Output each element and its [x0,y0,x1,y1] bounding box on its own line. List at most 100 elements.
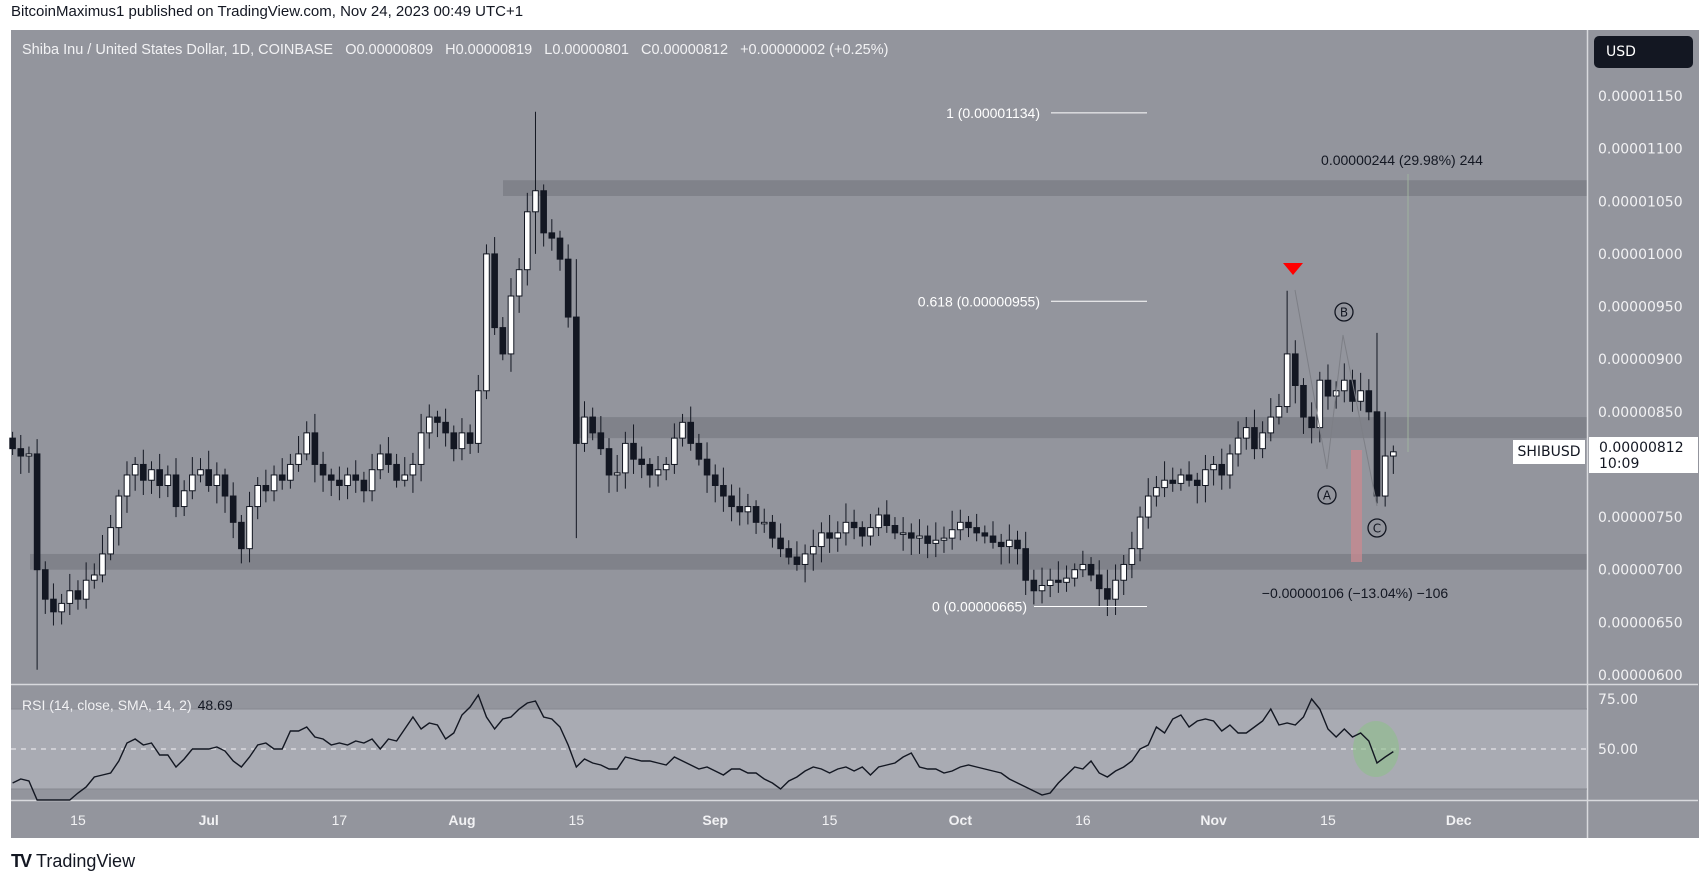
time-tick: 15 [822,812,838,828]
bull-candle [834,532,842,539]
bear-candle [1030,579,1038,592]
bull-candle [344,474,351,486]
bear-candle [997,541,1005,548]
high-key: H [445,42,456,58]
bear-candle [556,237,564,260]
bull-candle [401,474,409,481]
bear-candle [1095,574,1103,590]
bear-candle [33,453,41,571]
bull-candle [1046,579,1054,587]
bull-candle [197,469,204,476]
bear-candle [385,453,392,465]
bear-candle [777,537,784,550]
bear-candle [793,556,801,565]
bull-candle [818,532,825,548]
bull-candle [1144,495,1152,518]
bull-candle [662,463,670,471]
change-value: +0.00000002 (+0.25%) [740,42,889,58]
bear-candle [491,253,498,329]
bear-candle [573,316,580,444]
time-tick: Dec [1446,812,1472,828]
bull-candle [1234,437,1242,455]
price-tick: 0.00000850 [1598,405,1683,421]
bull-candle [425,416,433,434]
bull-candle [1275,406,1283,418]
bull-candle [1071,569,1079,579]
close-key: C [640,42,652,58]
price-tick: 0.00001100 [1598,142,1683,158]
bear-candle [989,535,997,543]
bull-candle [270,474,278,492]
measure-up-label: 0.00000244 (29.98%) 244 [1321,152,1483,168]
bear-candle [156,469,163,486]
bull-candle [1267,416,1275,434]
bull-candle [1390,451,1397,457]
currency-button[interactable]: USD [1594,36,1693,68]
fib-label: 0 (0.00000665) [932,599,1027,615]
bear-candle [1185,474,1193,481]
bear-candle [205,469,212,486]
bear-candle [74,590,82,600]
bear-candle [434,416,441,423]
bear-candle [262,484,270,492]
bear-candle [1251,427,1258,450]
rsi-band [11,709,1587,789]
bull-candle [867,527,874,537]
bear-candle [50,598,57,613]
wave-path [1294,289,1378,507]
price-tick: 0.00000650 [1598,615,1683,631]
price-tick: 0.00001000 [1598,247,1683,263]
bull-candle [1177,474,1185,484]
bull-candle [99,553,106,576]
symbol-legend: Shiba Inu / United States Dollar, 1D, CO… [22,42,888,58]
bear-candle [703,458,711,476]
bull-candle [1136,516,1144,550]
bear-candle [826,532,833,539]
open-value: 0.00000809 [356,42,434,58]
bull-candle [654,469,662,476]
bear-candle [9,437,16,450]
bear-candle [499,327,507,355]
bear-candle [442,421,449,434]
bear-candle [597,432,605,450]
bull-candle [744,506,752,513]
bull-candle [180,490,188,508]
bull-candle [1210,463,1217,471]
bear-candle [319,463,327,476]
bull-candle [671,437,678,465]
fib-label: 0.618 (0.00000955) [918,293,1040,309]
bull-candle [842,521,850,534]
bull-candle [809,546,817,555]
tradingview-logo[interactable]: TV TradingView [11,851,135,872]
bull-candle [131,463,139,476]
bull-candle [801,553,809,565]
wave-label: A [1323,489,1332,503]
publisher-line: BitcoinMaximus1 published on TradingView… [11,3,524,20]
bear-candle [41,569,49,600]
bear-candle [1324,379,1332,397]
bear-candle [981,532,989,537]
bull-candle [148,469,155,481]
time-tick: 15 [1320,812,1336,828]
bull-candle [91,574,98,581]
rsi-highlight [1353,721,1399,777]
bear-candle [646,463,654,476]
close-value: 0.00000812 [651,42,729,58]
time-tick: 15 [70,812,86,828]
bear-candle [1087,563,1095,576]
bull-candle [303,432,311,455]
bear-candle [17,448,25,457]
bear-candle [1365,390,1373,413]
wave-circle [1317,485,1337,505]
bull-candle [409,463,417,476]
high-value: 0.00000819 [455,42,533,58]
bull-candle [295,453,302,465]
bear-candle [327,474,335,481]
low-key: L [544,42,553,58]
bull-candle [287,463,294,481]
bear-candle [687,421,695,444]
open-key: O [345,42,357,58]
bear-candle [172,474,180,508]
sr-zone [576,417,1587,439]
